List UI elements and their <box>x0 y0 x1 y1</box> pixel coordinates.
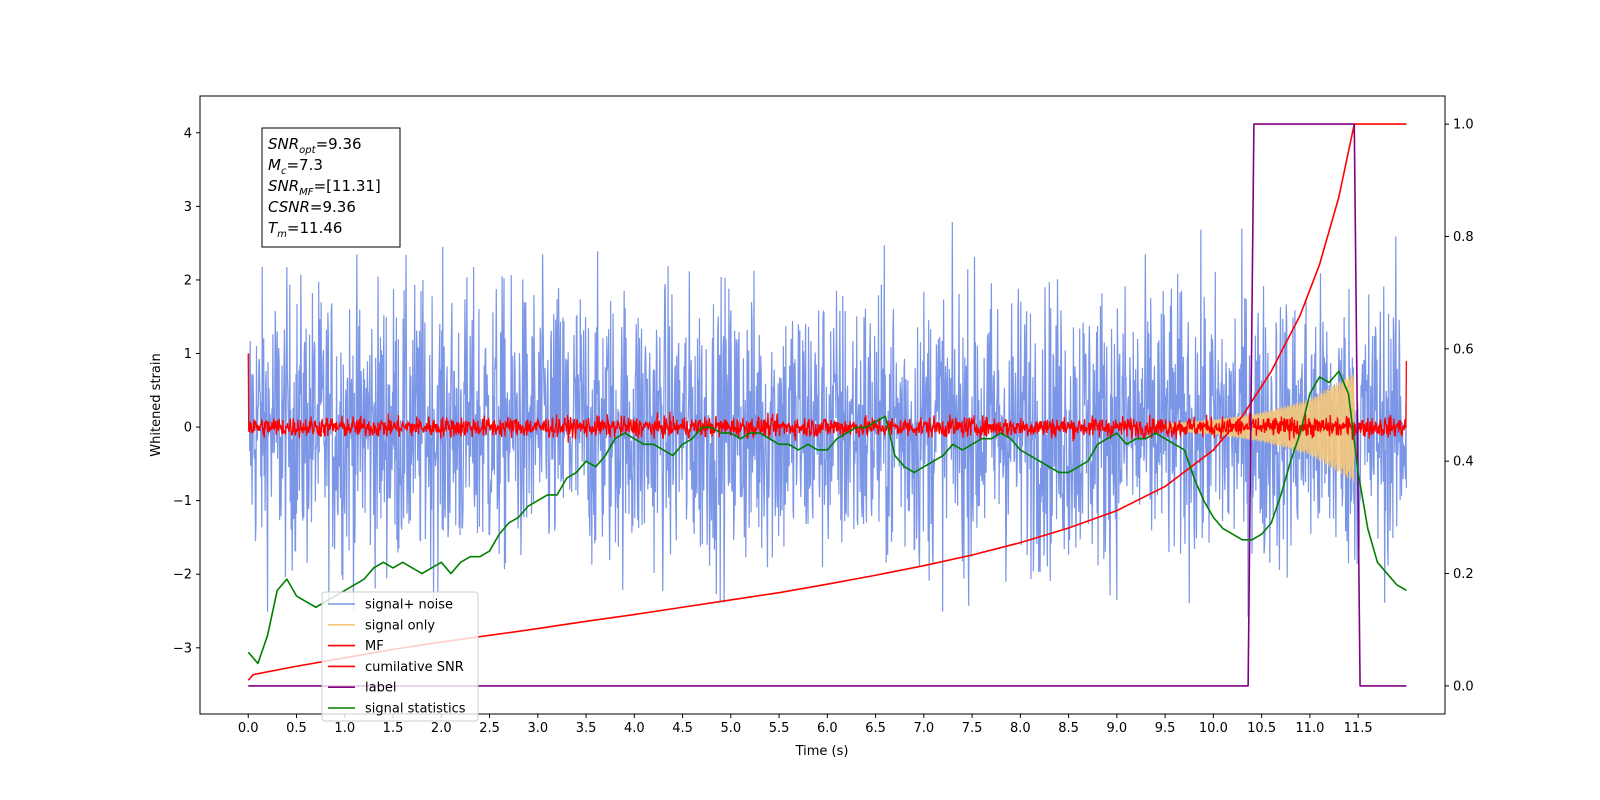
annotation-value: =7.3 <box>286 156 322 174</box>
series-signal-only-line <box>1164 374 1355 482</box>
y-tick-label: 4 <box>184 126 192 141</box>
y2-tick-label: 0.0 <box>1453 679 1474 694</box>
series-signal-statistics-line <box>247 370 1407 665</box>
y-tick-label: −3 <box>173 641 192 656</box>
x-tick-label: 9.5 <box>1155 721 1176 736</box>
annotation-line: CSNR=9.36 <box>268 198 356 216</box>
x-tick-label: 10.0 <box>1199 721 1228 736</box>
x-tick-label: 7.5 <box>962 721 983 736</box>
annotation-variable: T <box>268 219 279 237</box>
annotation-subscript: m <box>277 229 287 240</box>
annotation-subscript: c <box>281 166 287 177</box>
x-axis-label: Time (s) <box>795 744 849 759</box>
y2-tick-label: 0.6 <box>1453 342 1474 357</box>
y2-tick-label: 0.2 <box>1453 567 1474 582</box>
x-tick-label: 8.5 <box>1058 721 1079 736</box>
x-tick-label: 2.5 <box>479 721 500 736</box>
x-tick-label: 9.0 <box>1107 721 1128 736</box>
y-tick-label: −2 <box>173 568 192 583</box>
x-tick-label: 6.0 <box>817 721 838 736</box>
annotation-subscript: opt <box>299 145 316 156</box>
x-tick-label: 7.0 <box>913 721 934 736</box>
annotation-variable: CSNR <box>268 198 310 216</box>
x-tick-label: 1.5 <box>383 721 404 736</box>
x-tick-label: 2.0 <box>431 721 452 736</box>
y2-tick-label: 0.8 <box>1453 230 1474 245</box>
legend-label: signal+ noise <box>365 598 453 613</box>
annotation-variable: M <box>268 156 281 174</box>
x-tick-label: 1.0 <box>334 721 355 736</box>
annotation-line: Tm=11.46 <box>268 219 342 240</box>
legend-frame <box>321 591 479 722</box>
y2-tick-label: 1.0 <box>1453 118 1474 133</box>
x-tick-label: 0.5 <box>286 721 307 736</box>
x-tick-label: 6.5 <box>865 721 886 736</box>
x-tick-label: 8.0 <box>1010 721 1031 736</box>
legend-label: signal only <box>365 618 435 633</box>
legend-label: label <box>365 681 396 696</box>
annotation-frame <box>261 127 401 248</box>
annotation-value: =9.36 <box>316 135 362 153</box>
x-tick-label: 3.0 <box>527 721 548 736</box>
series-mf-line <box>247 353 1408 443</box>
y-tick-label: 0 <box>184 421 192 436</box>
plot-frame <box>199 95 1446 715</box>
annotation-variable: SNR <box>268 177 299 195</box>
series-label-line <box>248 123 1407 687</box>
y2-tick-label: 0.4 <box>1453 455 1474 470</box>
y-axis-label: Whitened strain <box>149 353 164 456</box>
annotation-line: SNRopt=9.36 <box>268 135 362 156</box>
x-tick-label: 5.0 <box>720 721 741 736</box>
legend: signal+ noise signal only MF cumilative SNR… <box>321 591 479 722</box>
legend-label: signal statistics <box>365 702 466 717</box>
legend-label: MF <box>365 639 384 654</box>
annotation-box: SNRopt=9.36Mc=7.3SNRMF=[11.31]CSNR=9.36T… <box>261 127 401 248</box>
x-tick-label: 5.5 <box>769 721 790 736</box>
x-tick-label: 4.0 <box>624 721 645 736</box>
x-tick-label: 11.5 <box>1344 721 1373 736</box>
x-tick-label: 4.5 <box>672 721 693 736</box>
y-tick-label: 2 <box>184 273 192 288</box>
x-tick-label: 11.0 <box>1295 721 1324 736</box>
y-tick-label: −1 <box>173 494 192 509</box>
annotation-value: =9.36 <box>310 198 356 216</box>
y-tick-label: 1 <box>184 347 192 362</box>
x-tick-label: 3.5 <box>576 721 597 736</box>
annotation-value: =[11.31] <box>314 177 381 195</box>
annotation-value: =11.46 <box>287 219 343 237</box>
y-tick-label: 3 <box>184 200 192 215</box>
axis-layer: 0.0 0.5 1.0 1.5 2.0 2.5 3.0 3.5 4.0 4.5 5.0 5.5 6.0 6… <box>173 118 1474 736</box>
x-tick-label: 10.5 <box>1247 721 1276 736</box>
legend-entries: signal+ noise signal only MF cumilative SNR… <box>328 598 466 717</box>
annotation-variable: SNR <box>268 135 299 153</box>
x-tick-label: 0.0 <box>238 721 259 736</box>
annotation-lines: SNRopt=9.36Mc=7.3SNRMF=[11.31]CSNR=9.36T… <box>268 135 381 240</box>
annotation-subscript: MF <box>299 187 314 198</box>
annotation-line: SNRMF=[11.31] <box>268 177 381 198</box>
legend-label: cumilative SNR <box>365 660 464 675</box>
annotation-line: Mc=7.3 <box>268 156 323 177</box>
